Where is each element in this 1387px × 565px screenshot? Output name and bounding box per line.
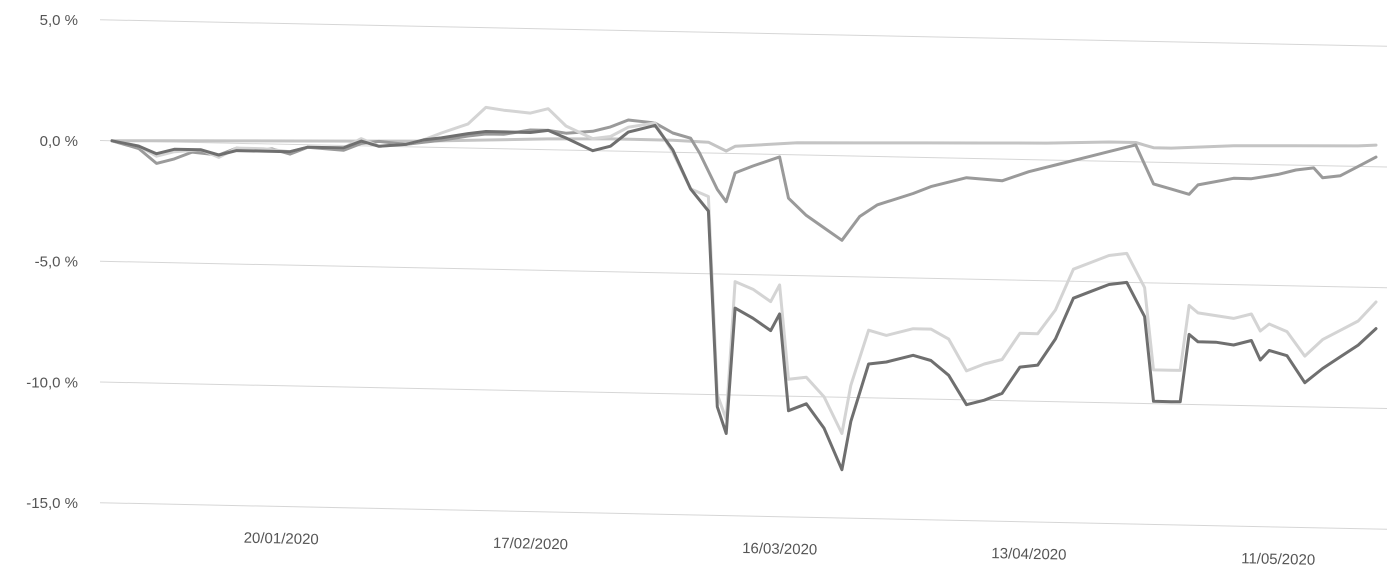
y-tick-label: 5,0 %	[40, 12, 78, 29]
x-tick-label: 17/02/2020	[493, 535, 568, 554]
y-axis-ticks: 5,0 % 0,0 % -5,0 % -10,0 % -15,0 %	[26, 12, 78, 512]
gridline	[99, 260, 1387, 289]
grid-lines	[99, 19, 1387, 530]
gridline	[99, 140, 1387, 168]
gridline	[99, 19, 1387, 47]
y-tick-label: -15,0 %	[26, 495, 78, 512]
series-lines	[110, 105, 1378, 472]
series-line-4	[110, 123, 1378, 472]
gridline	[99, 502, 1387, 530]
y-tick-label: 0,0 %	[40, 133, 78, 150]
x-tick-label: 16/03/2020	[742, 540, 817, 559]
x-tick-label: 11/05/2020	[1241, 550, 1315, 565]
series-line-2	[110, 118, 1378, 242]
x-tick-label: 13/04/2020	[991, 545, 1066, 564]
series-line-3	[110, 105, 1378, 435]
y-tick-label: -10,0 %	[26, 374, 78, 391]
y-tick-label: -5,0 %	[35, 254, 78, 271]
gridline	[99, 381, 1387, 410]
x-axis-ticks: 20/01/2020 17/02/2020 16/03/2020 13/04/2020…	[244, 530, 1316, 565]
x-tick-label: 20/01/2020	[244, 530, 319, 549]
